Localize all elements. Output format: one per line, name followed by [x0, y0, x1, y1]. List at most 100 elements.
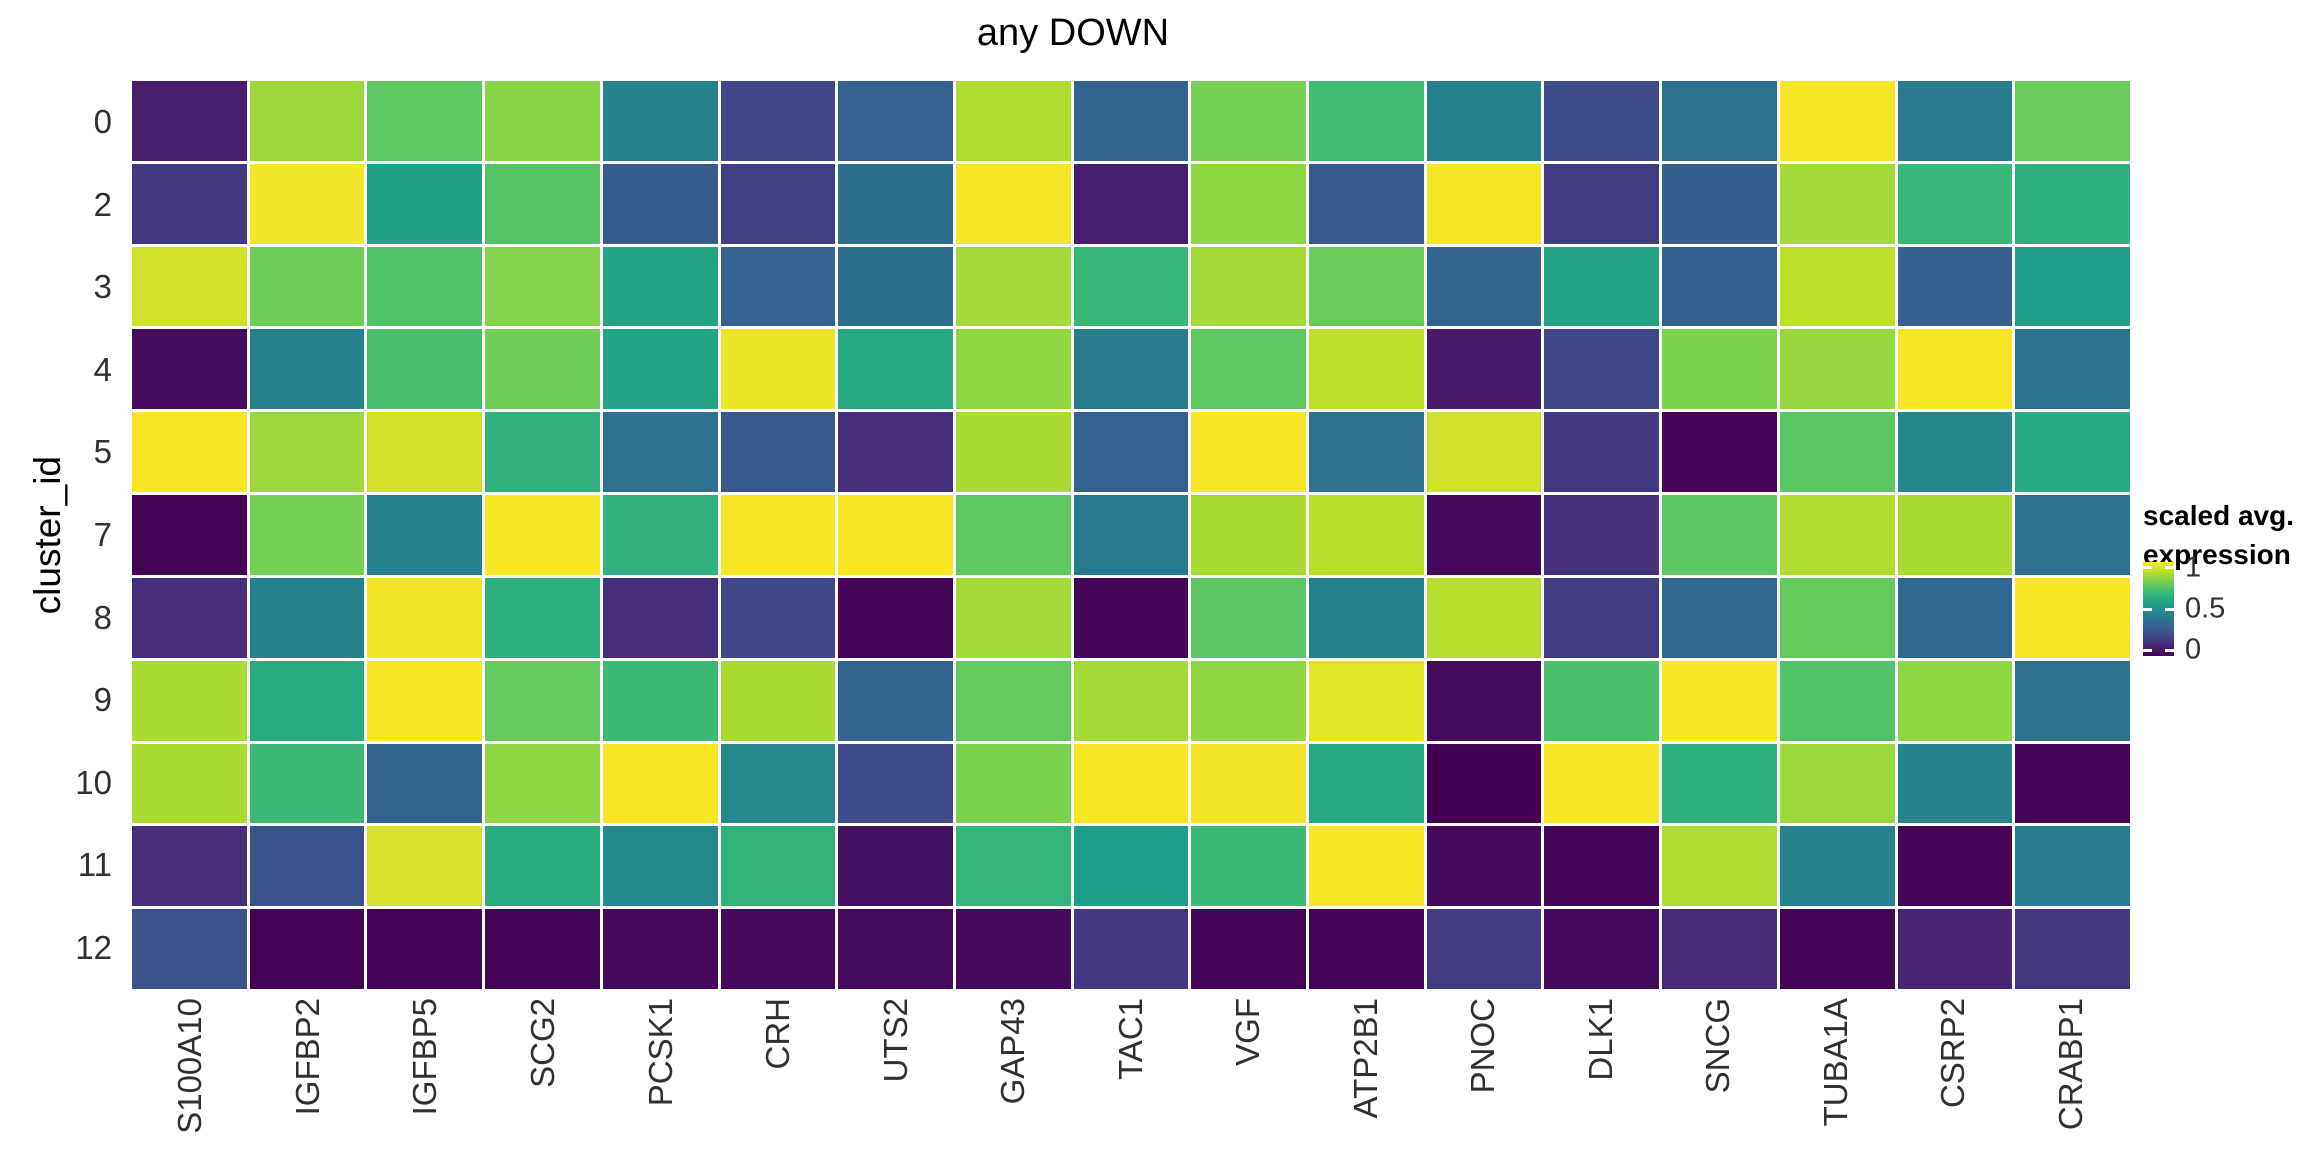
- heatmap-cell: [1662, 81, 1777, 161]
- y-axis-tick-labels: 0 2 3 4 5 7 8 9 10 11 12: [0, 81, 122, 989]
- heatmap-cell: [132, 163, 247, 244]
- heatmap-cell: [132, 81, 247, 161]
- heatmap-cell: [132, 826, 247, 907]
- heatmap-cell: [955, 660, 1071, 741]
- legend-colorbar-tick: [2165, 648, 2174, 652]
- heatmap-cell: [955, 909, 1071, 989]
- y-axis-tick-label: 3: [93, 268, 112, 306]
- heatmap-cell: [1779, 577, 1895, 658]
- heatmap-cell: [249, 909, 365, 989]
- heatmap-cell: [2015, 81, 2130, 161]
- x-axis-tick-label-text: SNCG: [1699, 998, 1737, 1094]
- legend-colorbar-tick: [2165, 607, 2174, 611]
- heatmap-cell: [1309, 495, 1424, 575]
- heatmap-cell: [720, 909, 836, 989]
- heatmap-cell: [838, 495, 953, 575]
- heatmap-cell: [1897, 826, 2013, 907]
- heatmap-cell: [1897, 163, 2013, 244]
- x-axis-tick-label: ATP2B1: [1307, 998, 1425, 1152]
- heatmap-cell: [2015, 826, 2130, 907]
- heatmap-cell: [1662, 660, 1777, 741]
- heatmap-cell: [485, 329, 600, 410]
- heatmap-cell: [2015, 660, 2130, 741]
- heatmap-cell: [720, 412, 836, 493]
- heatmap-cell: [1309, 660, 1424, 741]
- heatmap-cell: [249, 660, 365, 741]
- heatmap-cell: [602, 826, 718, 907]
- heatmap-cell: [602, 246, 718, 327]
- x-axis-tick-label: S100A10: [132, 998, 250, 1152]
- heatmap-cell: [1191, 329, 1307, 410]
- heatmap-cell: [1662, 246, 1777, 327]
- x-axis-tick-label: UTS2: [837, 998, 955, 1152]
- legend-colorbar-tick: [2143, 648, 2152, 652]
- heatmap-cell: [132, 743, 247, 824]
- x-axis-tick-label-text: PCSK1: [641, 998, 679, 1107]
- heatmap-cell: [1073, 577, 1189, 658]
- heatmap-cell: [1779, 163, 1895, 244]
- heatmap-cell: [1662, 909, 1777, 989]
- heatmap-cell: [602, 909, 718, 989]
- x-axis-tick-label: VGF: [1190, 998, 1308, 1152]
- heatmap-cell: [1544, 412, 1660, 493]
- heatmap-cell: [132, 577, 247, 658]
- heatmap-cell: [1073, 743, 1189, 824]
- heatmap-cell: [1897, 81, 2013, 161]
- heatmap-cell: [132, 246, 247, 327]
- heatmap-cell: [1779, 81, 1895, 161]
- heatmap-cell: [2015, 412, 2130, 493]
- heatmap-cell: [838, 412, 953, 493]
- heatmap-cell: [1073, 909, 1189, 989]
- heatmap-cell: [1779, 743, 1895, 824]
- heatmap-cell: [1191, 412, 1307, 493]
- x-axis-tick-label: PNOC: [1425, 998, 1543, 1152]
- heatmap-cell: [1662, 826, 1777, 907]
- heatmap-cell: [485, 577, 600, 658]
- heatmap-cell: [1191, 909, 1307, 989]
- heatmap-cell: [720, 163, 836, 244]
- x-axis-tick-label: PCSK1: [602, 998, 720, 1152]
- x-axis-tick-label-text: CRABP1: [2051, 998, 2089, 1131]
- heatmap-cell: [1897, 577, 2013, 658]
- heatmap-cell: [1779, 495, 1895, 575]
- heatmap-cell: [1309, 909, 1424, 989]
- heatmap-cell: [132, 909, 247, 989]
- legend-tick-label: 0: [2185, 633, 2202, 666]
- x-axis-tick-label-text: ATP2B1: [1346, 998, 1384, 1119]
- heatmap-cell: [1662, 412, 1777, 493]
- heatmap-cell: [602, 81, 718, 161]
- heatmap-cell: [2015, 246, 2130, 327]
- y-axis-tick-label: 8: [93, 598, 112, 636]
- x-axis-tick-label: TUBA1A: [1777, 998, 1895, 1152]
- heatmap-cell: [1191, 743, 1307, 824]
- heatmap-cell: [1544, 495, 1660, 575]
- heatmap-cell: [1309, 743, 1424, 824]
- heatmap-cell: [485, 660, 600, 741]
- legend-colorbar: [2143, 562, 2174, 656]
- heatmap-cell: [1073, 412, 1189, 493]
- heatmap-cell: [485, 743, 600, 824]
- heatmap-cell: [602, 412, 718, 493]
- x-axis-tick-label-text: IGFBP2: [288, 998, 326, 1116]
- heatmap-cell: [367, 246, 483, 327]
- heatmap-cell: [1662, 577, 1777, 658]
- x-axis-tick-label-text: IGFBP5: [406, 998, 444, 1116]
- heatmap-cell: [485, 412, 600, 493]
- heatmap-cell: [1426, 329, 1542, 410]
- heatmap-cell: [1544, 660, 1660, 741]
- x-axis-tick-label: IGFBP5: [367, 998, 485, 1152]
- heatmap-cell: [838, 577, 953, 658]
- legend-title-line1: scaled avg.: [2143, 500, 2294, 531]
- x-axis-tick-label: SNCG: [1660, 998, 1778, 1152]
- plot-title: any DOWN: [976, 12, 1170, 54]
- heatmap-cell: [1073, 81, 1189, 161]
- heatmap-cell: [485, 163, 600, 244]
- heatmap-cell: [955, 246, 1071, 327]
- heatmap-cell: [249, 329, 365, 410]
- heatmap-cell: [1309, 163, 1424, 244]
- heatmap-cell: [1897, 909, 2013, 989]
- heatmap-cell: [838, 660, 953, 741]
- heatmap-cell: [1426, 826, 1542, 907]
- heatmap-cell: [367, 81, 483, 161]
- heatmap-cell: [720, 743, 836, 824]
